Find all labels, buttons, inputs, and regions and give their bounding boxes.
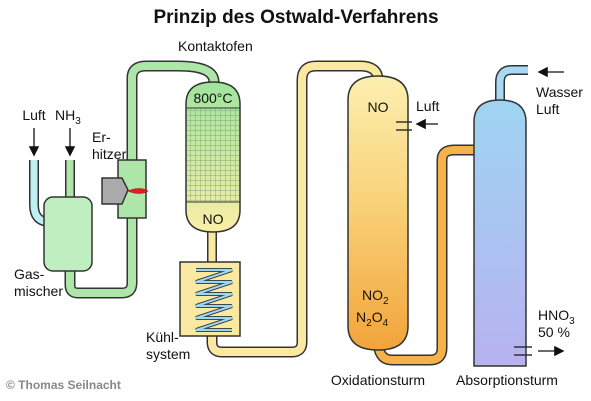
flame-icon	[127, 188, 149, 194]
gas-mixer-label-line2: mischer	[14, 283, 63, 299]
contact-furnace	[185, 81, 241, 233]
ammonia-label: NH3	[55, 107, 81, 127]
nitric-acid-subscript: 3	[569, 316, 575, 327]
oxidation-air-label: Luft	[416, 98, 439, 114]
n2o4-label: N2O4	[356, 309, 389, 329]
nitric-acid-label: HNO3	[538, 307, 575, 327]
copyright-notice: © Thomas Seilnacht	[6, 378, 121, 392]
catalyst-grid	[185, 107, 241, 203]
n2o4-n: N	[356, 309, 366, 325]
water-label: Wasser	[536, 84, 583, 100]
absorption-air-label: Luft	[536, 101, 559, 117]
ammonia-base: NH	[55, 107, 75, 123]
nitric-acid-concentration: 50 %	[538, 324, 570, 340]
temperature-label: 800°C	[193, 90, 232, 106]
n2o4-subscript-2: 4	[383, 318, 389, 329]
oxidation-tower	[347, 75, 412, 351]
gas-mixer	[43, 196, 93, 272]
heater-label-line1: Er-	[92, 129, 111, 145]
no2-base: NO	[362, 287, 383, 303]
gas-mixer-label-line1: Gas-	[14, 266, 45, 282]
cooling-label-line1: Kühl-	[146, 329, 179, 345]
pipes	[29, 60, 528, 366]
n2o4-o: O	[372, 309, 383, 325]
page-title: Prinzip des Ostwald-Verfahrens	[153, 7, 438, 28]
absorption-tower-label: Absorptionsturm	[456, 372, 558, 388]
heater-label-line2: hitzer	[92, 146, 127, 162]
no2-label: NO2	[362, 287, 389, 307]
n2o4-subscript-1: 2	[366, 318, 372, 329]
contact-furnace-label: Kontaktofen	[178, 38, 253, 54]
oxidation-no-label: NO	[368, 99, 389, 115]
cooling-label-line2: system	[146, 346, 190, 362]
heater	[101, 159, 149, 219]
no2-subscript: 2	[383, 296, 389, 307]
reactor-no-label: NO	[203, 211, 224, 227]
absorption-tower	[473, 99, 532, 367]
oxidation-tower-label: Oxidationsturm	[331, 372, 425, 388]
air-inlet-label: Luft	[22, 107, 45, 123]
cooling-system	[179, 261, 241, 337]
flow-arrows	[28, 66, 565, 357]
ammonia-subscript: 3	[75, 116, 81, 127]
nitric-acid-base: HNO	[538, 307, 569, 323]
